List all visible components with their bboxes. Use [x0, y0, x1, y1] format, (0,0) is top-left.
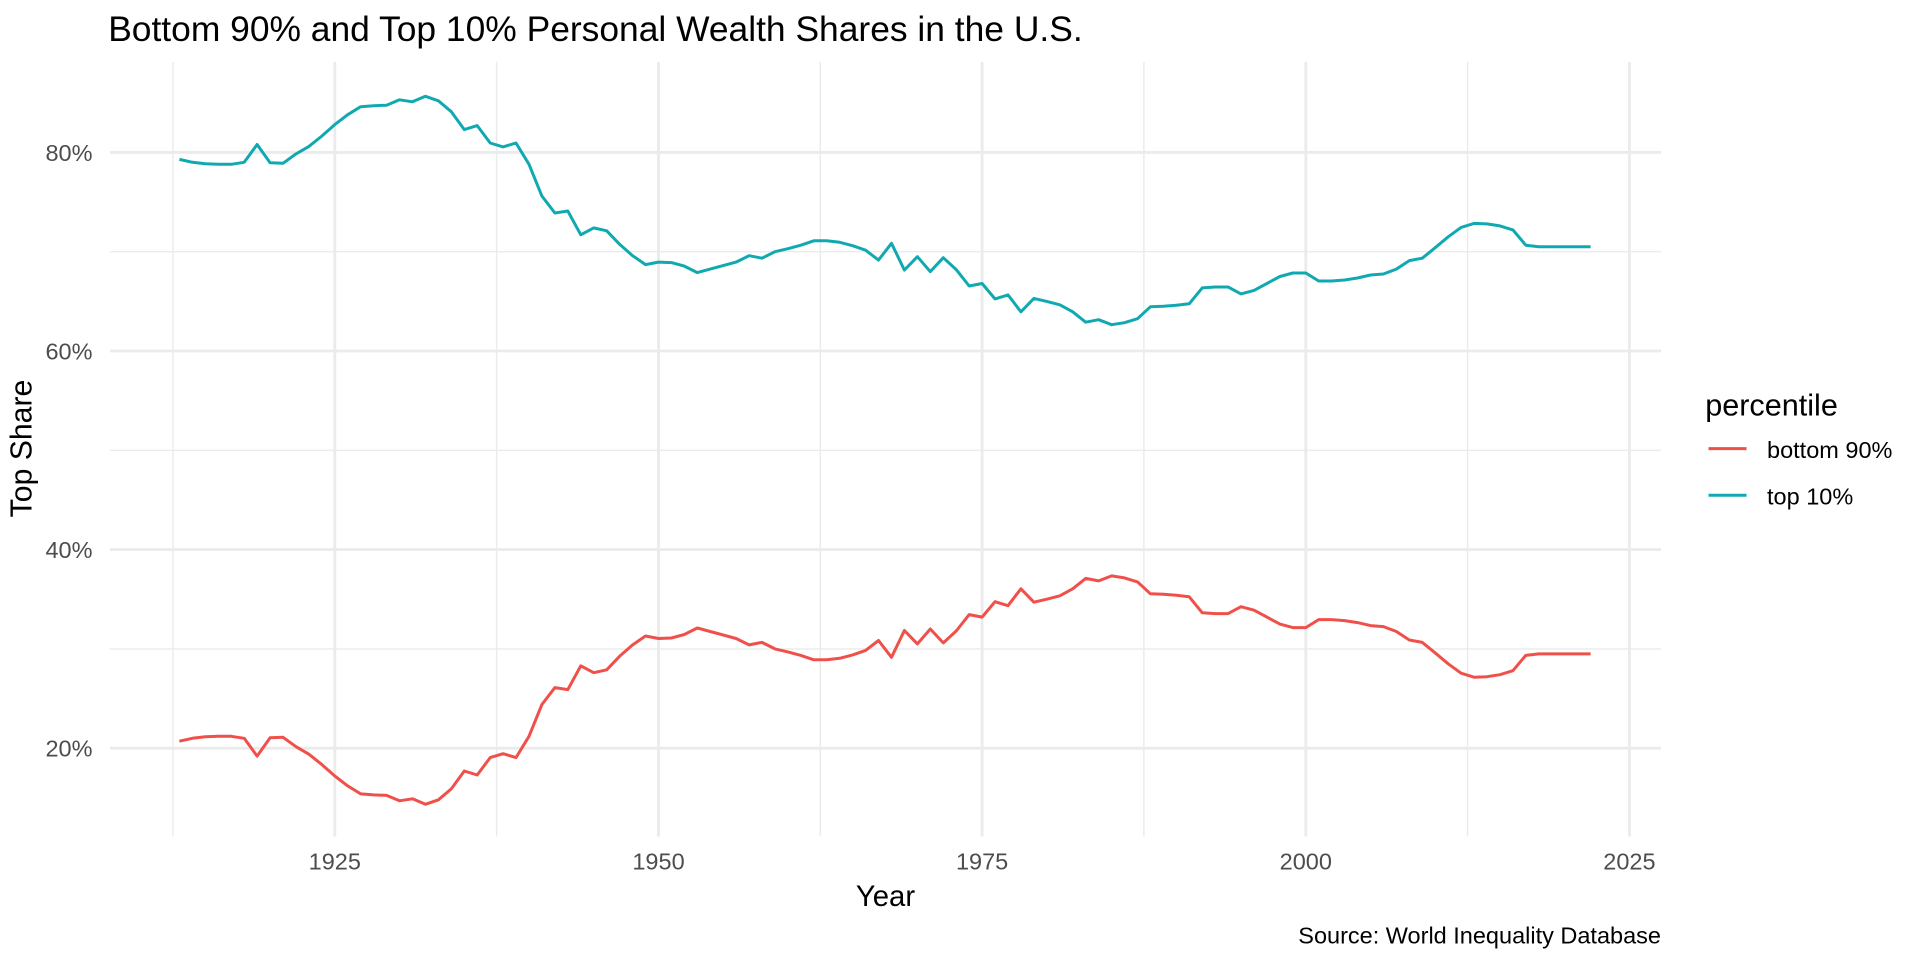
svg-text:top 10%: top 10% [1767, 483, 1853, 509]
svg-text:2025: 2025 [1603, 848, 1655, 874]
svg-text:Bottom 90% and Top 10% Persona: Bottom 90% and Top 10% Personal Wealth S… [108, 9, 1082, 49]
svg-text:bottom 90%: bottom 90% [1767, 437, 1893, 463]
svg-text:percentile: percentile [1705, 389, 1838, 423]
svg-text:60%: 60% [45, 338, 92, 364]
svg-text:2000: 2000 [1280, 848, 1332, 874]
svg-text:1950: 1950 [632, 848, 684, 874]
svg-text:Source: World Inequality Datab: Source: World Inequality Database [1298, 923, 1661, 949]
svg-text:80%: 80% [45, 140, 92, 166]
svg-text:40%: 40% [45, 537, 92, 563]
svg-text:1925: 1925 [309, 848, 361, 874]
svg-text:Top Share: Top Share [6, 380, 39, 518]
svg-text:1975: 1975 [956, 848, 1008, 874]
svg-text:20%: 20% [45, 736, 92, 762]
svg-text:Year: Year [856, 880, 915, 913]
